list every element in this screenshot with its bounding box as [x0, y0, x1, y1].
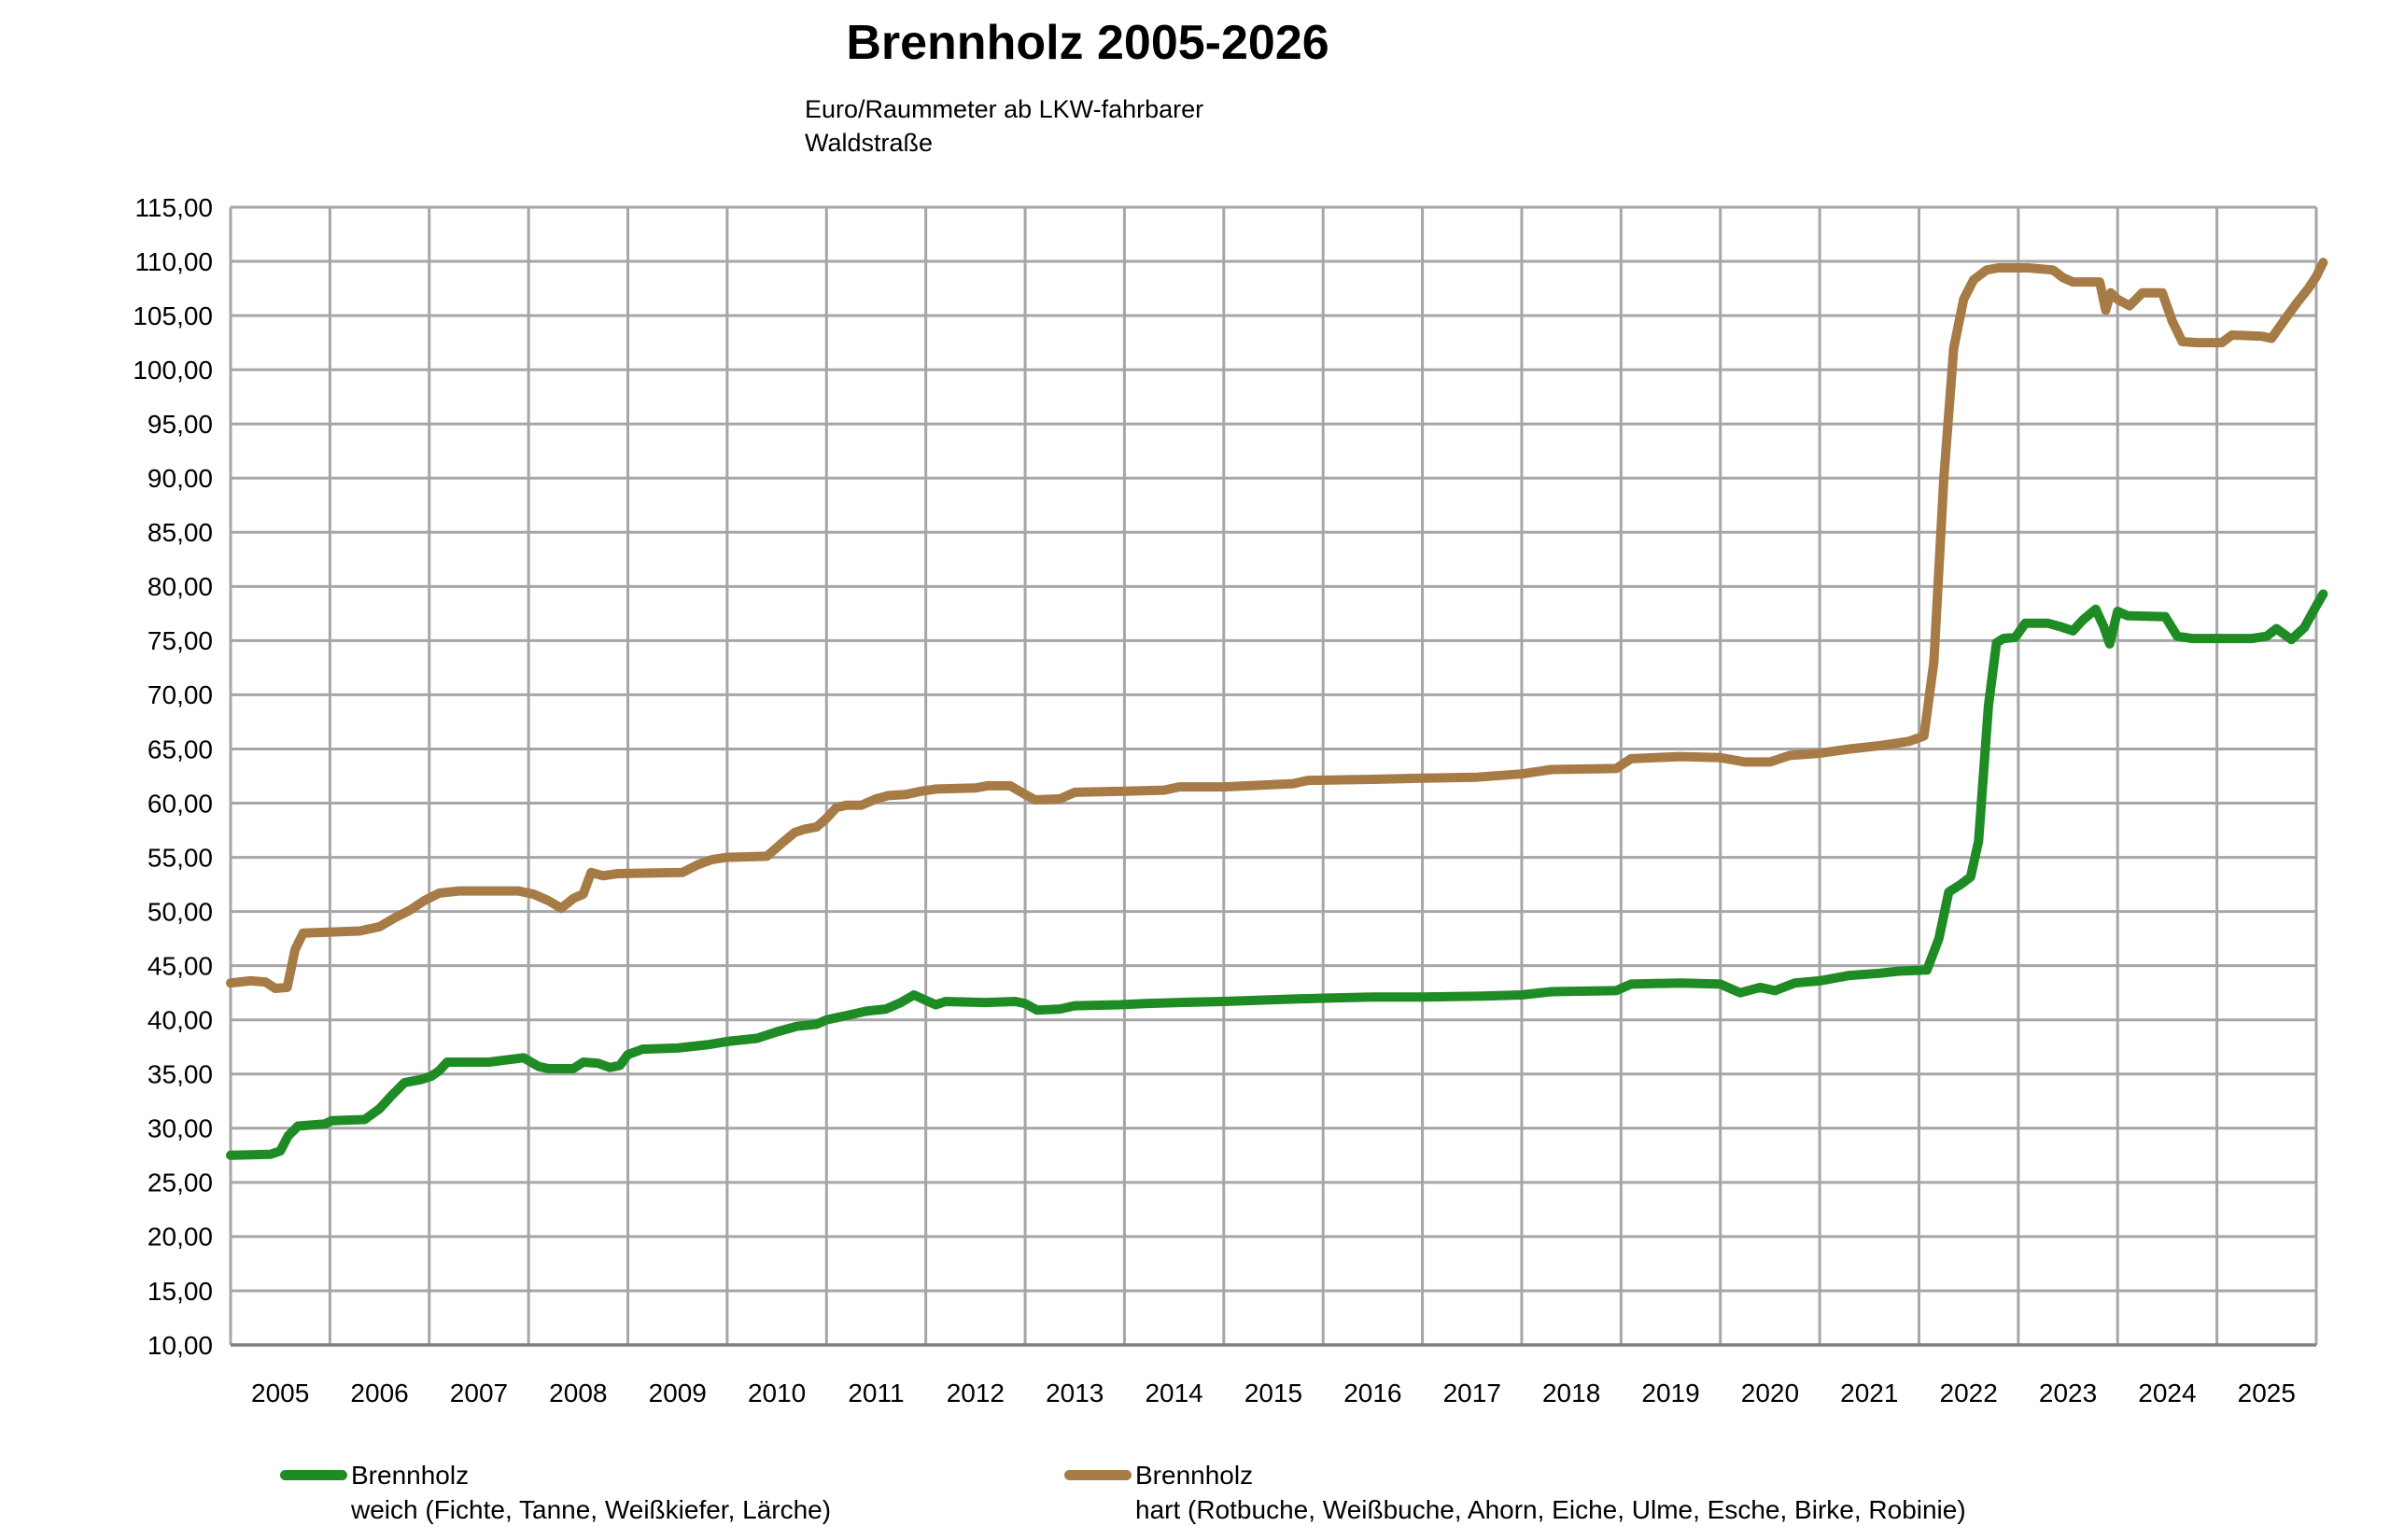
legend-entry-weich: Brennholz weich (Fichte, Tanne, Weißkief… [280, 1458, 831, 1527]
y-tick-label: 35,00 [148, 1060, 213, 1089]
y-tick-label: 90,00 [148, 464, 213, 493]
y-tick-label: 55,00 [148, 843, 213, 872]
y-tick-label: 80,00 [148, 572, 213, 601]
chart-subtitle: Euro/Raummeter ab LKW-fahrbarer Waldstra… [805, 92, 1203, 160]
y-tick-label: 95,00 [148, 410, 213, 439]
chart-title: Brennholz 2005-2026 [846, 16, 1329, 70]
y-tick-label: 30,00 [148, 1114, 213, 1143]
x-tick-label: 2008 [549, 1379, 607, 1407]
chart-subtitle-line2: Waldstraße [805, 129, 934, 157]
legend-label-weich-line1: Brennholz [351, 1461, 470, 1490]
chart-subtitle-line1: Euro/Raummeter ab LKW-fahrbarer [805, 95, 1204, 123]
x-tick-label: 2020 [1741, 1379, 1799, 1407]
x-tick-label: 2025 [2238, 1379, 2296, 1407]
y-tick-label: 15,00 [148, 1277, 213, 1306]
legend-label-weich-line2: weich (Fichte, Tanne, Weißkiefer, Lärche… [351, 1495, 832, 1524]
legend-label-hart-line2: hart (Rotbuche, Weißbuche, Ahorn, Eiche,… [1135, 1495, 1966, 1524]
x-tick-label: 2007 [450, 1379, 508, 1407]
x-tick-label: 2022 [1940, 1379, 1998, 1407]
legend-label-hart-line1: Brennholz [1135, 1461, 1254, 1490]
x-tick-label: 2021 [1840, 1379, 1898, 1407]
x-tick-label: 2016 [1343, 1379, 1401, 1407]
legend-entry-hart: Brennholz hart (Rotbuche, Weißbuche, Aho… [1064, 1458, 1966, 1527]
y-tick-label: 60,00 [148, 789, 213, 818]
y-tick-label: 75,00 [148, 626, 213, 655]
y-tick-label: 40,00 [148, 1006, 213, 1035]
series-line-hart [226, 258, 2328, 993]
x-tick-label: 2005 [251, 1379, 309, 1407]
y-tick-label: 110,00 [134, 247, 213, 276]
legend-label-hart: Brennholz hart (Rotbuche, Weißbuche, Aho… [1135, 1458, 1966, 1527]
legend-label-weich: Brennholz weich (Fichte, Tanne, Weißkief… [351, 1458, 831, 1527]
legend-swatch-hart [1064, 1470, 1132, 1480]
y-tick-label: 20,00 [148, 1223, 213, 1252]
x-tick-label: 2018 [1542, 1379, 1600, 1407]
x-tick-label: 2024 [2138, 1379, 2196, 1407]
x-tick-label: 2019 [1641, 1379, 1699, 1407]
y-tick-label: 100,00 [133, 356, 213, 385]
y-tick-label: 65,00 [148, 735, 213, 763]
legend-swatch-weich [280, 1470, 347, 1480]
y-tick-label: 85,00 [148, 518, 213, 547]
x-tick-label: 2013 [1046, 1379, 1104, 1407]
y-tick-label: 10,00 [148, 1331, 213, 1360]
series-line-weich [226, 589, 2328, 1160]
x-tick-label: 2009 [649, 1379, 707, 1407]
x-tick-label: 2023 [2039, 1379, 2097, 1407]
x-tick-label: 2012 [947, 1379, 1005, 1407]
y-tick-label: 115,00 [134, 193, 213, 222]
y-tick-label: 50,00 [148, 897, 213, 926]
x-tick-label: 2006 [350, 1379, 408, 1407]
x-tick-label: 2010 [748, 1379, 806, 1407]
x-tick-label: 2015 [1244, 1379, 1302, 1407]
y-tick-label: 45,00 [148, 951, 213, 980]
y-tick-label: 105,00 [133, 301, 213, 330]
x-tick-label: 2011 [848, 1379, 904, 1407]
y-tick-label: 25,00 [148, 1169, 213, 1197]
x-tick-label: 2017 [1443, 1379, 1501, 1407]
x-tick-label: 2014 [1145, 1379, 1202, 1407]
y-tick-label: 70,00 [148, 680, 213, 709]
